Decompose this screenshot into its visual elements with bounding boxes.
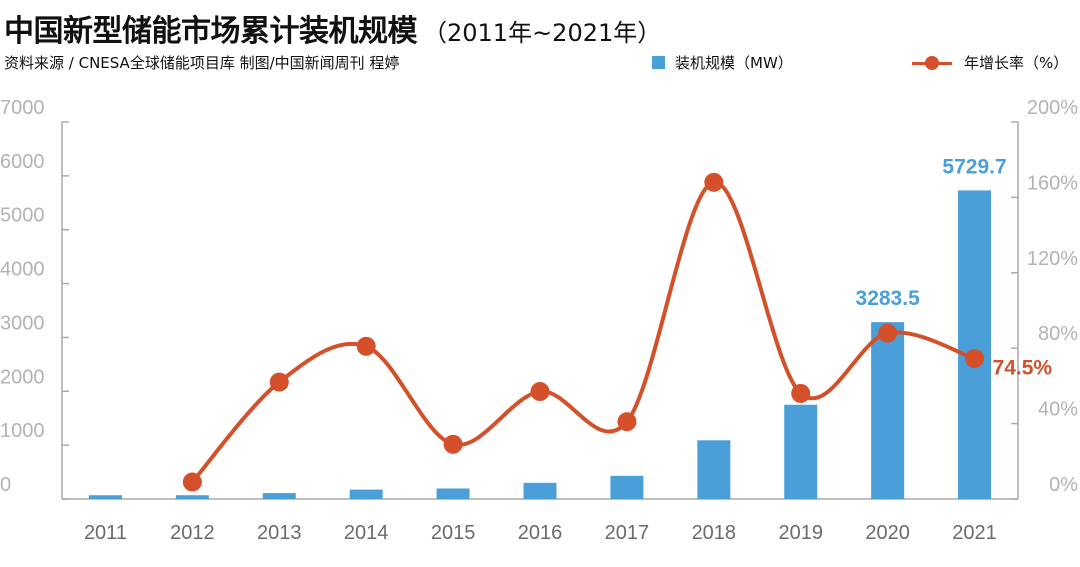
bar — [871, 322, 905, 499]
y-tick-label-right: 120% — [1027, 248, 1078, 270]
line-point — [965, 349, 985, 369]
y-tick-label-left: 3000 — [0, 312, 45, 334]
x-tick-label: 2018 — [692, 522, 737, 544]
data-labels: 3283.5 5729.7 74.5% — [856, 155, 1053, 379]
data-label: 3283.5 — [856, 287, 921, 310]
data-label: 5729.7 — [942, 155, 1006, 178]
chart-title: 中国新型储能市场累计装机规模 （2011年~2021年） — [4, 6, 661, 50]
y-tick-label-right: 160% — [1027, 172, 1078, 194]
bar — [784, 404, 818, 499]
x-tick-label: 2015 — [431, 522, 476, 544]
legend-line-swatch — [912, 55, 952, 70]
y-tick-label-right: 0% — [1049, 474, 1078, 496]
x-tick-label: 2013 — [257, 522, 302, 544]
x-tick-label: 2020 — [865, 522, 910, 544]
x-tick-label: 2016 — [518, 522, 563, 544]
bar — [436, 488, 470, 499]
source-note: 资料来源 / CNESA全球储能项目库 制图/中国新闻周刊 程婷 — [4, 54, 400, 72]
legend-bar-swatch — [652, 56, 665, 69]
x-tick-label: 2014 — [344, 522, 389, 544]
data-label: 74.5% — [993, 357, 1053, 380]
y-tick-label-left: 6000 — [0, 151, 45, 173]
legend-line: 年增长率（%） — [912, 52, 1068, 73]
y-tick-label-left: 0 — [0, 474, 11, 496]
bar — [697, 440, 731, 499]
bar — [610, 475, 644, 499]
growth-line — [182, 172, 985, 492]
bar — [523, 482, 557, 499]
legend-line-label: 年增长率（%） — [964, 54, 1069, 72]
legend-bar-label: 装机规模（MW） — [675, 54, 793, 72]
line-point — [791, 383, 811, 403]
x-tick-label: 2019 — [778, 522, 823, 544]
line-point — [617, 412, 637, 432]
title-main: 中国新型储能市场累计装机规模 — [4, 14, 418, 49]
bar — [958, 190, 992, 499]
y-tick-label-right: 80% — [1038, 323, 1078, 345]
y-tick-label-right: 200% — [1027, 97, 1078, 119]
title-years: （2011年~2021年） — [423, 19, 662, 47]
line-point — [878, 323, 898, 343]
line-point — [182, 472, 202, 492]
x-tick-label: 2017 — [605, 522, 650, 544]
x-tick-label: 2021 — [952, 522, 997, 544]
y-tick-label-right: 40% — [1038, 399, 1078, 421]
line-point — [269, 372, 289, 392]
y-tick-label-left: 7000 — [0, 97, 45, 119]
legend-bar: 装机规模（MW） — [652, 52, 793, 73]
line-point — [704, 172, 724, 192]
bar — [88, 495, 122, 499]
bar — [262, 493, 296, 499]
bar — [175, 495, 209, 499]
bar — [349, 489, 383, 499]
axes: 0 1000 2000 3000 4000 5000 6000 7000 0% 40% 80% 120… — [0, 97, 1078, 544]
growth-line-path — [190, 180, 976, 484]
y-tick-label-left: 1000 — [0, 420, 45, 442]
y-tick-label-left: 2000 — [0, 366, 45, 388]
line-point — [530, 382, 550, 402]
y-tick-label-left: 4000 — [0, 259, 45, 281]
y-tick-label-left: 5000 — [0, 205, 45, 227]
x-tick-label: 2011 — [84, 522, 127, 544]
line-point — [443, 434, 463, 454]
line-point — [356, 336, 376, 356]
bars — [88, 190, 992, 499]
x-tick-label: 2012 — [170, 522, 215, 544]
